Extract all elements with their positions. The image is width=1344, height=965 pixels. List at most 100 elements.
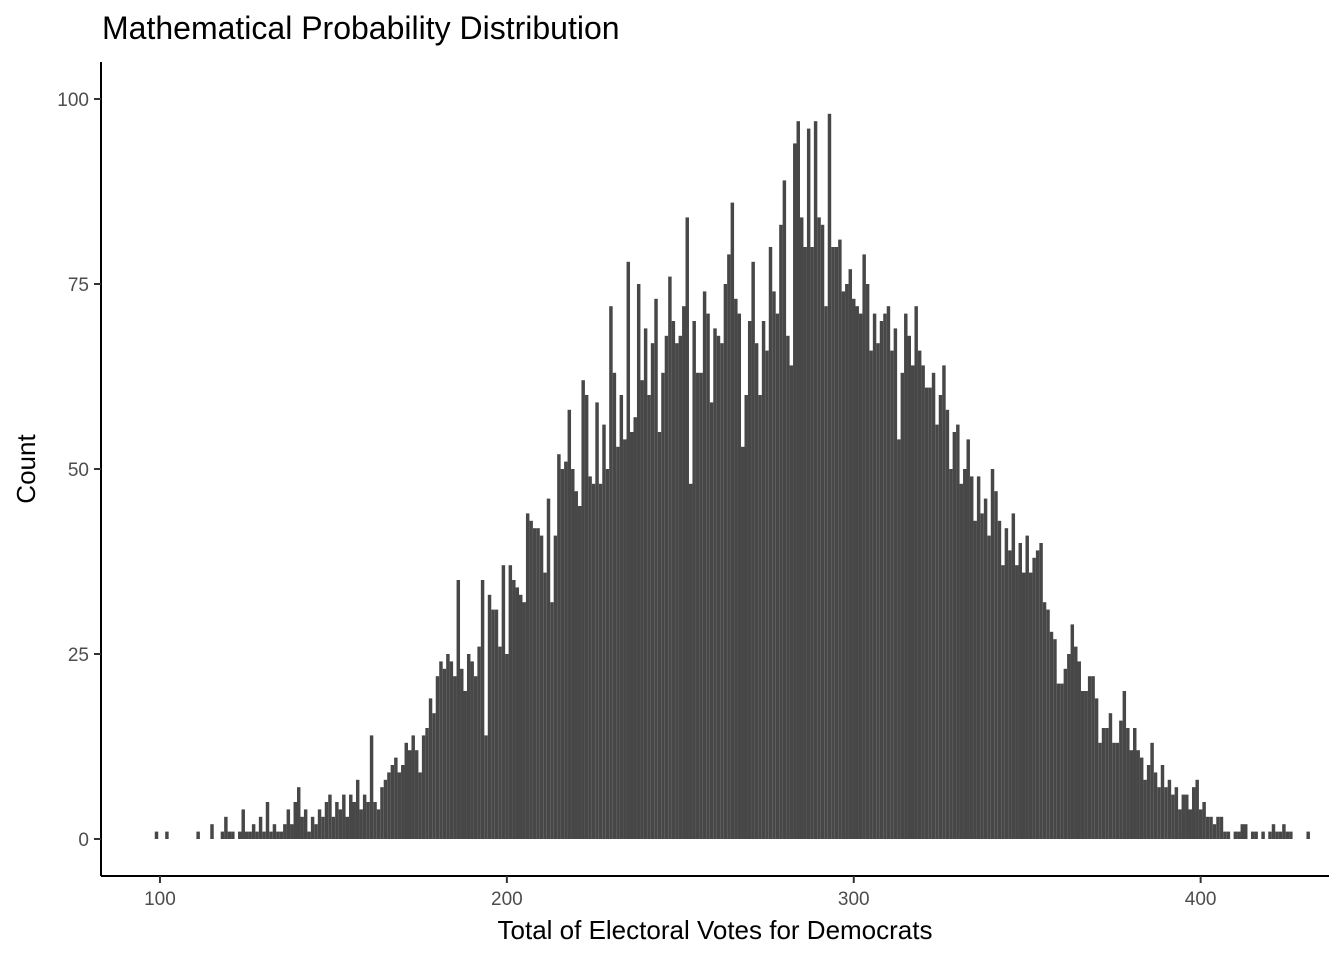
histogram-bar [231,831,235,839]
x-axis-ticks: 100 200 300 400 [144,876,1217,910]
histogram-bar [1115,742,1120,839]
histogram-bar [758,395,762,839]
histogram-bar [1039,543,1043,839]
histogram-bar [952,432,957,839]
histogram-bar [741,446,745,839]
histogram-bar [1185,794,1189,839]
histogram-bar [796,121,800,839]
histogram-bar [567,409,572,839]
histogram-bar [775,313,780,840]
histogram-bar [793,143,797,839]
histogram-bar [616,446,620,839]
histogram-bar [782,180,787,839]
histogram-bar [643,328,648,839]
histogram-bar [598,483,603,839]
histogram-bar [303,809,308,839]
histogram-bar [1084,691,1088,839]
histogram-bar [342,794,346,839]
histogram-bar [609,306,613,839]
histogram-bar [421,735,426,839]
histogram-bar [685,217,689,839]
chart-title: Mathematical Probability Distribution [102,10,620,46]
histogram-bar [987,535,991,839]
histogram-bar [768,247,773,839]
histogram-bar [997,520,1002,839]
histogram-bar [945,409,950,839]
y-tick-label: 0 [78,830,89,851]
histogram-bar [1063,668,1068,839]
histogram-bar [917,350,922,839]
histogram-bar [640,380,644,839]
histogram-bar [543,572,547,839]
histogram-bar [290,824,294,839]
histogram-bar [383,779,388,839]
histogram-bar [460,668,464,839]
histogram-bar [886,306,891,839]
histogram-bar [227,831,232,839]
histogram-bar [751,261,755,839]
histogram-bar [657,432,662,839]
histogram-bar [713,328,717,839]
histogram-bar [435,676,440,839]
histogram-bar [786,335,790,839]
histogram-bar [380,787,384,839]
histogram-bar [900,372,905,839]
histogram-bar [498,646,502,839]
histogram-bar [702,291,707,839]
x-tick-label: 300 [838,889,870,910]
histogram-bar [1205,816,1210,839]
histogram-bar [588,476,592,839]
histogram-bar [865,284,870,839]
histogram-bar [532,528,537,839]
histogram-bar [1275,831,1279,839]
histogram-bar [1112,742,1116,839]
histogram-bar [251,824,256,839]
histogram-bar [897,439,901,839]
histogram-bar [872,313,877,840]
histogram-bar [515,587,520,839]
histogram-bar [636,284,641,839]
histogram-bar [904,313,908,840]
histogram-bar [553,535,558,839]
histogram-bar [1091,676,1095,839]
histogram-bar [723,284,728,839]
histogram-bar [692,321,696,839]
histogram-bar [678,335,683,839]
histogram-bar [921,365,925,839]
histogram-bar [248,831,252,839]
histogram-bar [501,565,506,839]
histogram-bar [279,831,284,839]
histogram-bar [1240,824,1245,839]
histogram-bar [1198,809,1203,839]
histogram-bars [154,113,1310,840]
histogram-bar [286,809,291,839]
histogram-bar [1174,787,1179,839]
histogram-bar [1053,639,1057,839]
histogram-bar [296,787,301,839]
histogram-bar [858,313,863,840]
histogram-bar [487,594,492,839]
histogram-bar [1188,809,1192,839]
histogram-bar [595,402,599,839]
x-tick-label: 200 [491,889,523,910]
histogram-bar [820,224,825,840]
histogram-bar [581,380,585,839]
histogram-bar [668,276,672,840]
histogram-bar [1098,742,1102,839]
histogram-bar [224,816,228,839]
histogram-bar [1223,831,1227,839]
histogram-bar [1261,831,1265,839]
histogram-bar [366,802,370,839]
histogram-bar [626,261,631,839]
histogram-bar [744,395,748,839]
histogram-bar [539,535,544,839]
histogram-bar [1226,831,1231,839]
histogram-bar [1181,794,1186,839]
histogram-bar [276,831,280,839]
histogram-bar [747,321,752,839]
histogram-bar [931,372,936,839]
histogram-bar [852,298,856,839]
histogram-bar [1171,794,1175,839]
histogram-bar [404,742,408,839]
histogram-bar [1306,831,1310,839]
